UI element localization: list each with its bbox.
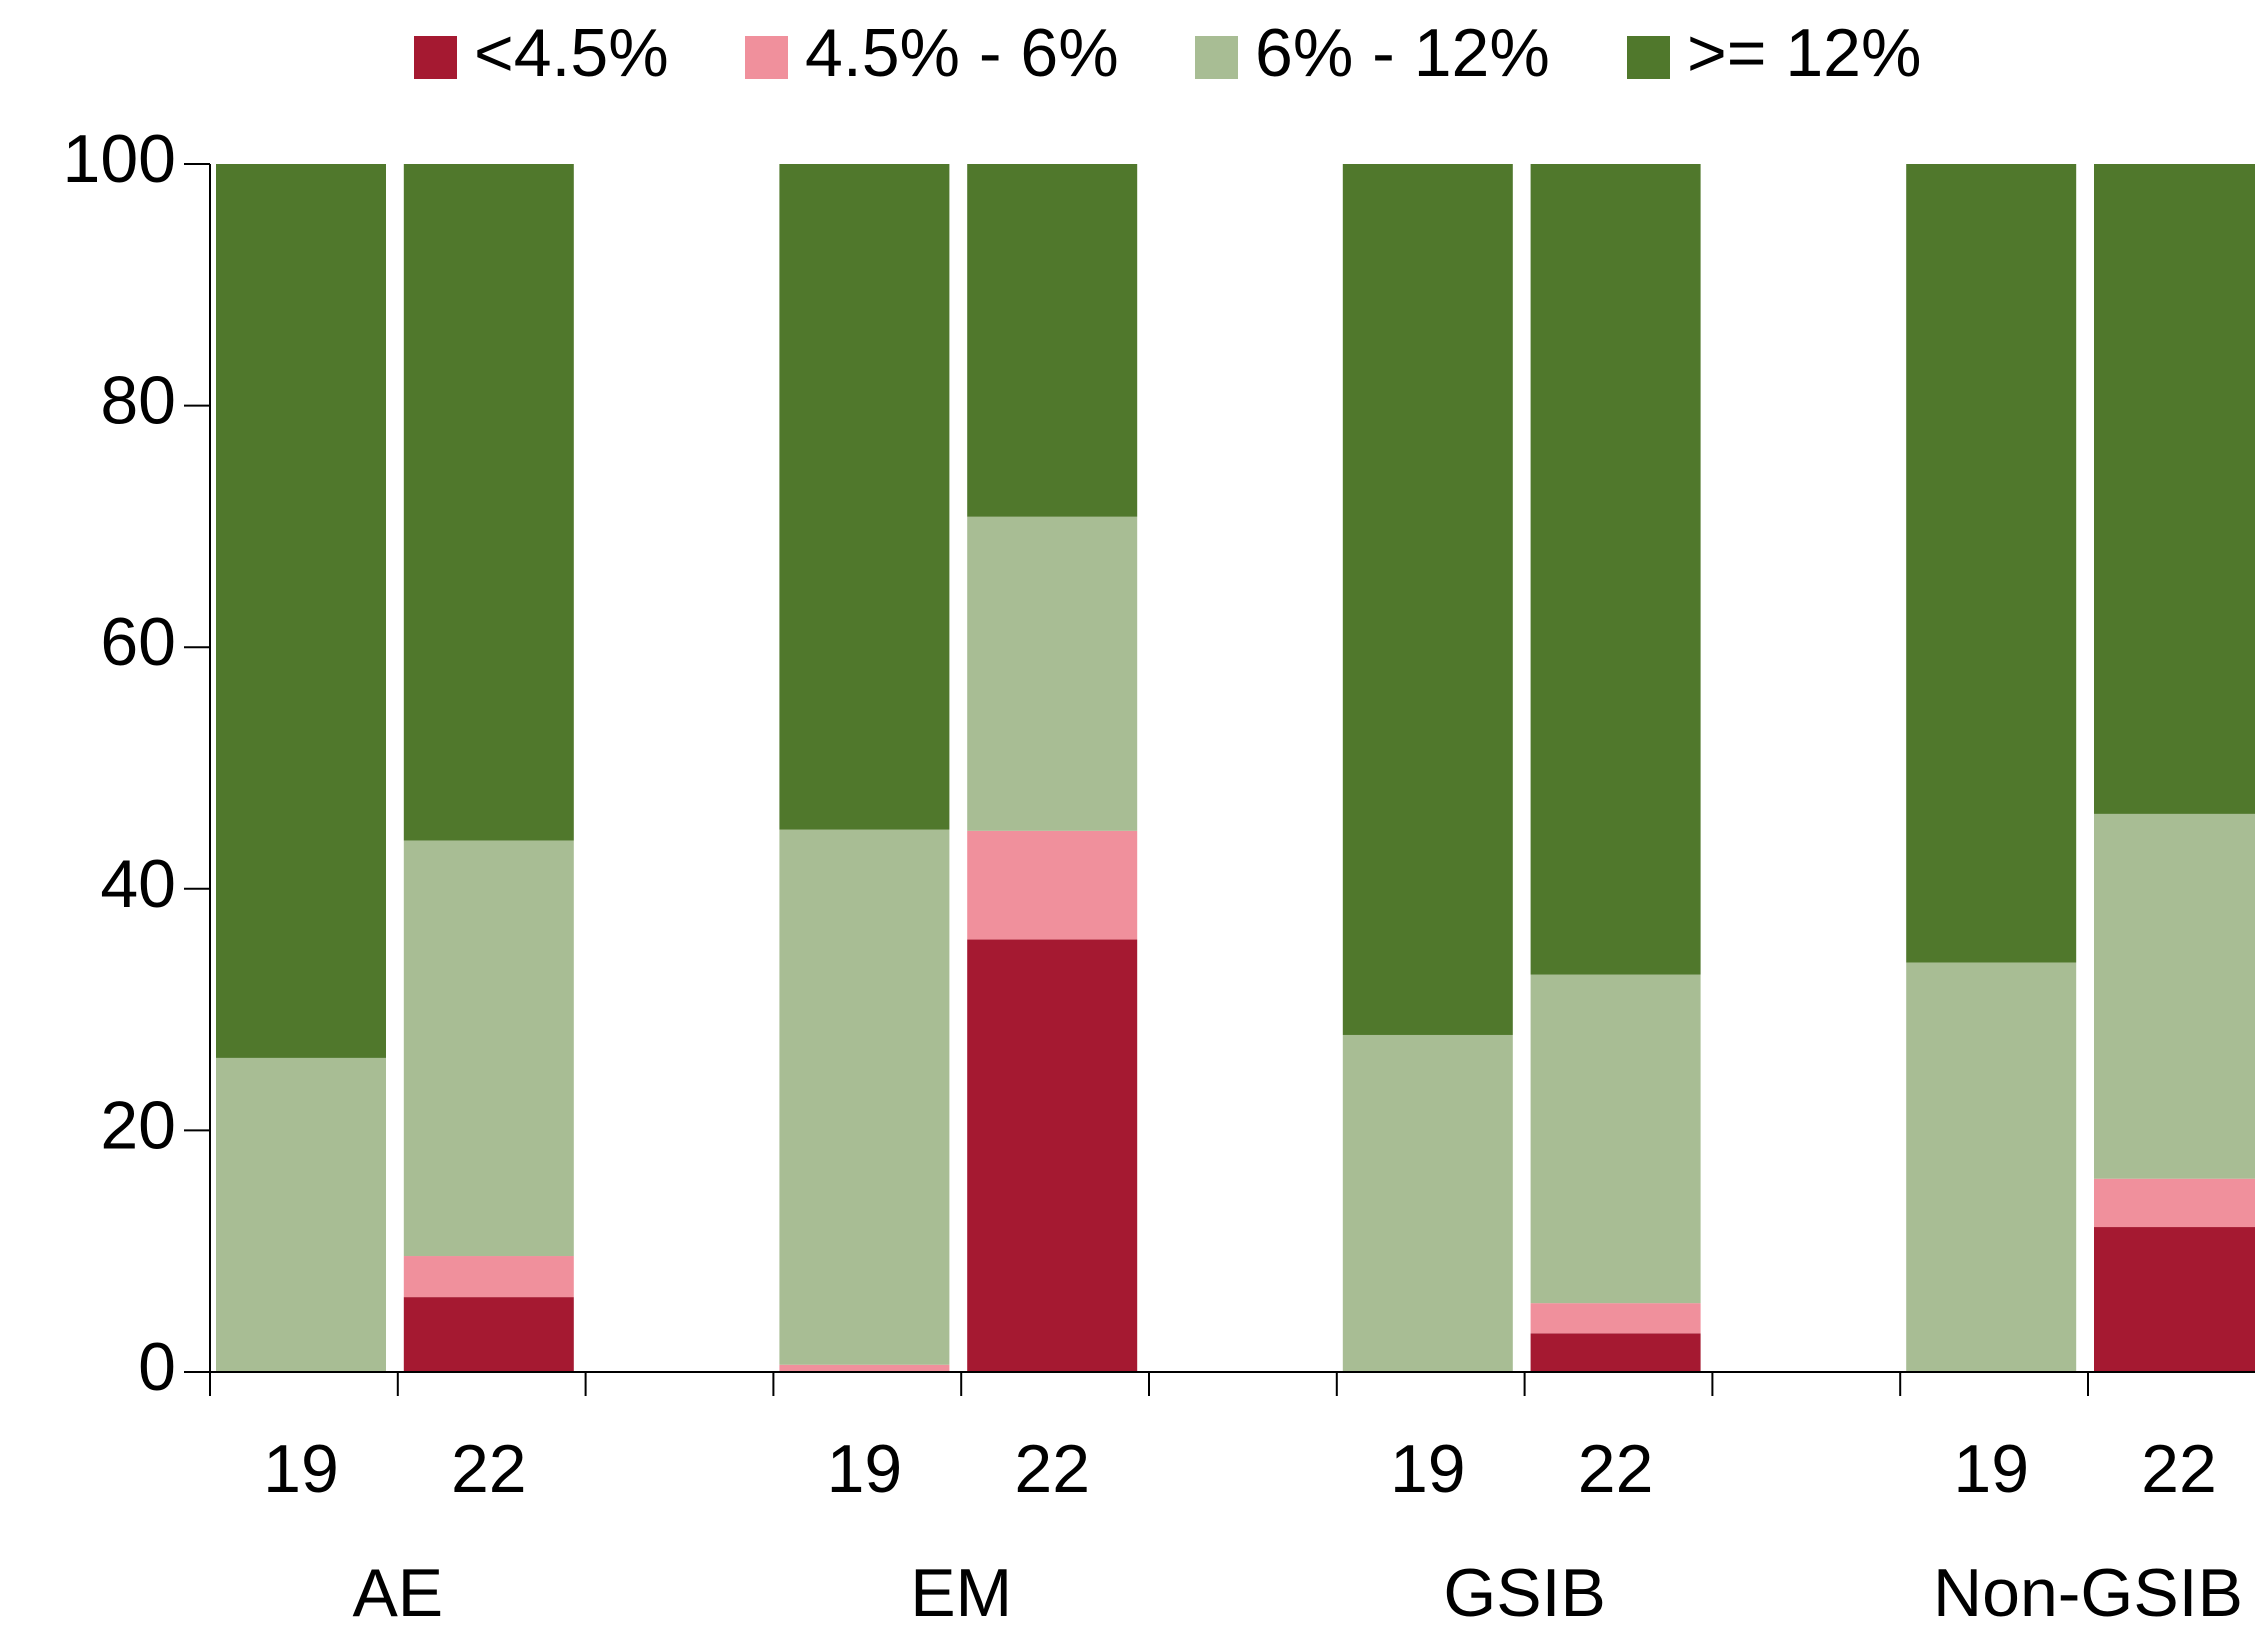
bar-segment (2094, 813, 2255, 1179)
y-tick-label: 40 (100, 846, 176, 922)
bar-segment (779, 829, 950, 1365)
bar-segment (967, 164, 1138, 517)
bar-segment (403, 840, 574, 1257)
bar-segment (1530, 1303, 1701, 1334)
bar-segment (1906, 164, 2077, 963)
x-tick-label: 19 (1953, 1431, 2029, 1507)
bar-segment (967, 516, 1138, 831)
bar-segment (2094, 1227, 2255, 1372)
y-tick-label: 100 (63, 121, 176, 197)
bar-segment (403, 1256, 574, 1298)
y-tick-label: 20 (100, 1087, 176, 1163)
bar-segment (216, 1057, 386, 1372)
bar-segment (967, 830, 1138, 940)
bar-segment (967, 939, 1138, 1372)
legend-swatch (745, 36, 788, 79)
bar-segment (1342, 164, 1513, 1035)
legend-label: 6% - 12% (1255, 15, 1550, 91)
group-label: Non-GSIB (1933, 1555, 2243, 1631)
bar-segment (1906, 962, 2077, 1372)
bar-segment (216, 164, 386, 1058)
x-tick-label: 22 (451, 1431, 527, 1507)
bar-segment (2094, 164, 2255, 814)
bar-segment (1342, 1034, 1513, 1372)
bar-segment (779, 1364, 950, 1372)
bar-segment (403, 164, 574, 841)
x-tick-label: 19 (263, 1431, 339, 1507)
legend-swatch (1195, 36, 1238, 79)
x-tick-label: 19 (1390, 1431, 1466, 1507)
bar-segment (2094, 1178, 2255, 1228)
bar-segment (1530, 1333, 1701, 1372)
legend-label: >= 12% (1687, 15, 1921, 91)
y-tick-label: 0 (138, 1329, 176, 1405)
bar-segment (779, 164, 950, 830)
y-tick-label: 80 (100, 363, 176, 439)
x-tick-label: 19 (827, 1431, 903, 1507)
group-label: GSIB (1443, 1555, 1606, 1631)
y-tick-label: 60 (100, 604, 176, 680)
legend-label: <4.5% (474, 15, 669, 91)
bar-segment (1530, 974, 1701, 1304)
x-tick-label: 22 (1578, 1431, 1654, 1507)
legend-swatch (414, 36, 457, 79)
x-tick-label: 22 (1014, 1431, 1090, 1507)
x-tick-label: 22 (2141, 1431, 2217, 1507)
legend-swatch (1627, 36, 1670, 79)
group-label: EM (910, 1555, 1012, 1631)
legend-label: 4.5% - 6% (805, 15, 1119, 91)
group-label: AE (352, 1555, 443, 1631)
bar-segment (1530, 164, 1701, 975)
bar-segment (403, 1297, 574, 1372)
